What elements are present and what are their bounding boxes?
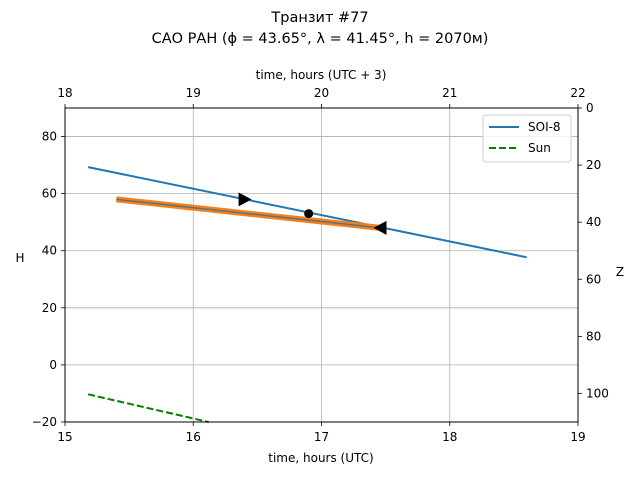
x2-axis-label: time, hours (UTC + 3) — [256, 68, 387, 82]
x-tick-label: 19 — [570, 430, 585, 444]
y-axis-label: H — [15, 251, 24, 265]
transit-start-marker — [238, 192, 252, 207]
y2-axis-label: Z — [616, 265, 624, 279]
y-tick-label: 80 — [42, 130, 57, 144]
x2-tick-label: 18 — [57, 86, 72, 100]
x2-tick-label: 19 — [186, 86, 201, 100]
y-tick-label: 0 — [49, 358, 57, 372]
y2-tick-label: 100 — [586, 386, 609, 400]
y2-tick-label: 0 — [586, 101, 594, 115]
y2-tick-label: 60 — [586, 272, 601, 286]
legend: SOI-8 Sun — [482, 114, 572, 163]
y-tick-label: 40 — [42, 244, 57, 258]
plot-frame — [64, 107, 579, 423]
x2-tick-label: 21 — [442, 86, 457, 100]
chart-title-line2: САО РАН (ϕ = 43.65°, λ = 41.45°, h = 207… — [152, 31, 489, 47]
y2-tick-label: 40 — [586, 215, 601, 229]
legend-label-soi8: SOI-8 — [528, 120, 561, 134]
y2-tick-label: 20 — [586, 158, 601, 172]
x2-tick-label: 22 — [570, 86, 585, 100]
legend-label-sun: Sun — [528, 141, 551, 155]
x-tick-label: 17 — [314, 430, 329, 444]
x-tick-label: 15 — [57, 430, 72, 444]
y-tick-label: −20 — [32, 415, 57, 429]
x-axis-label: time, hours (UTC) — [268, 451, 373, 465]
x2-tick-label: 20 — [314, 86, 329, 100]
x-tick-label: 16 — [186, 430, 201, 444]
plot-markers — [238, 192, 387, 235]
y2-tick-label: 80 — [586, 329, 601, 343]
chart-title-line1: Транзит #77 — [270, 10, 368, 26]
series-line-sun — [87, 393, 209, 423]
transit-mid-marker — [304, 209, 314, 219]
y-tick-label: 60 — [42, 187, 57, 201]
transit-segment-core — [116, 198, 381, 229]
axis-ticks: 15 16 17 18 19 18 19 20 21 22 −20 0 20 40 60 80 0 20 40 60 8… — [32, 86, 609, 444]
x-tick-label: 18 — [442, 430, 457, 444]
transit-end-marker — [373, 220, 387, 235]
y-tick-label: 20 — [42, 301, 57, 315]
